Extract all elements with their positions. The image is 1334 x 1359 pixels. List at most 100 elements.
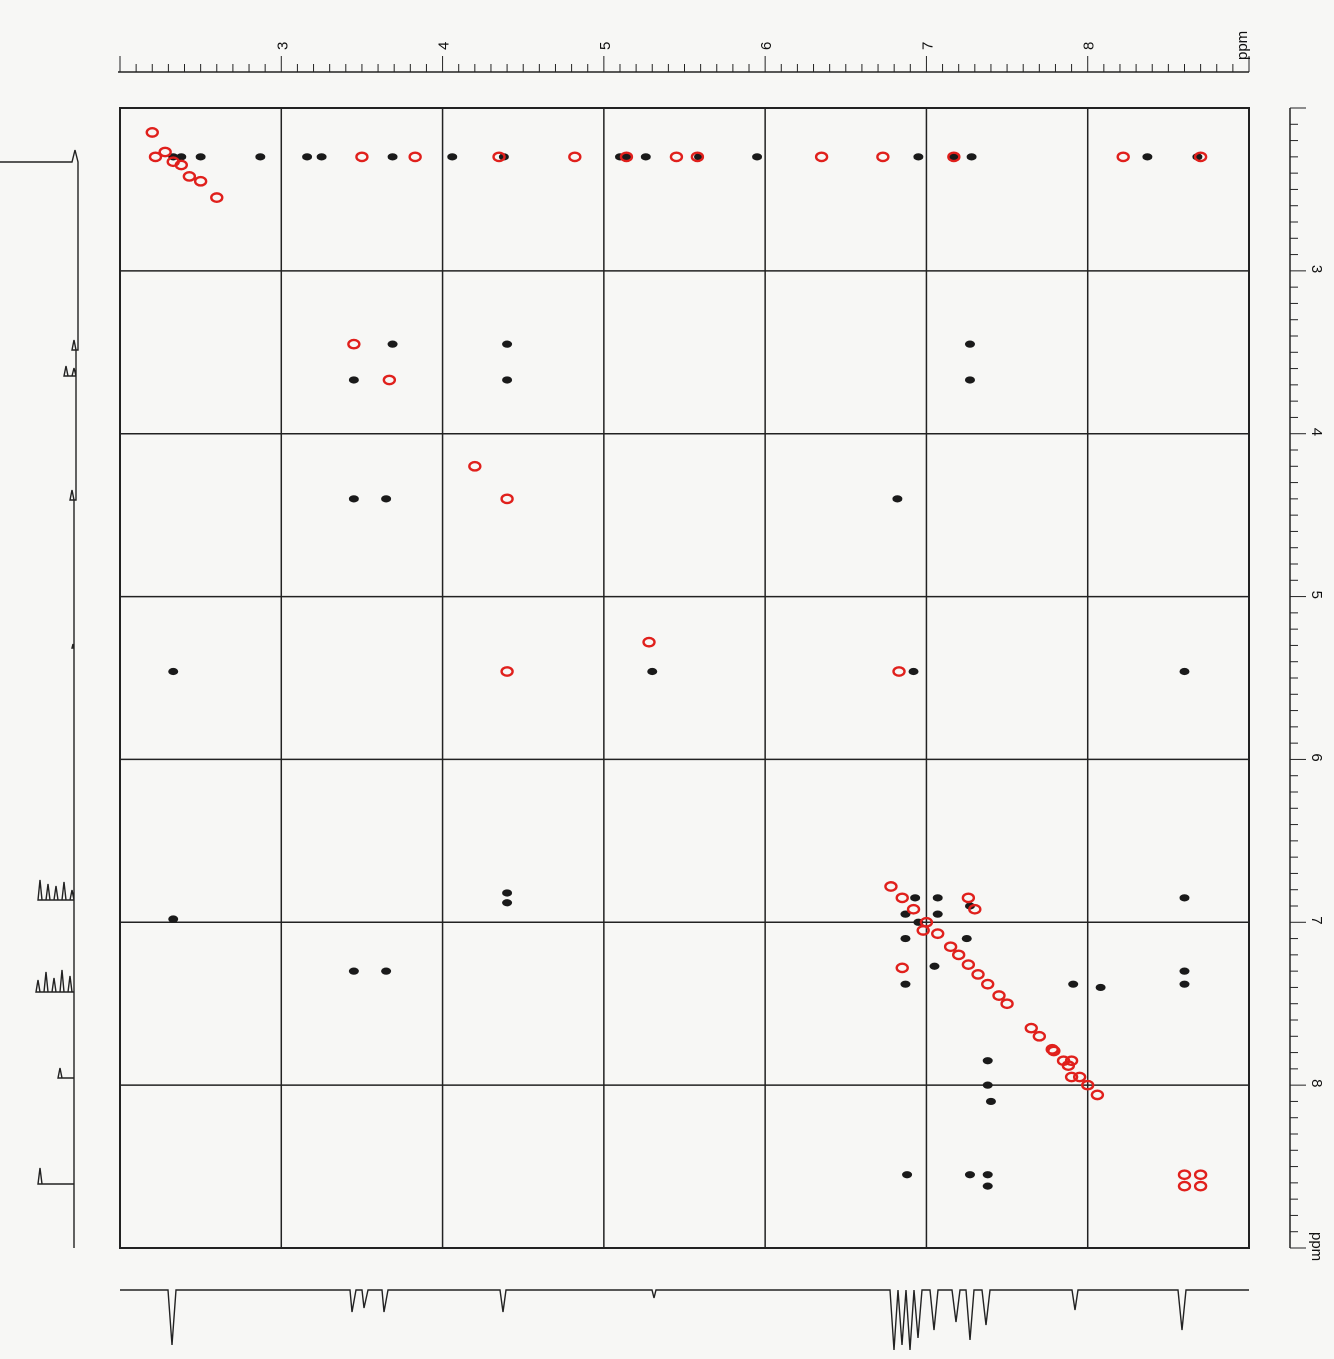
peak-positive — [447, 153, 458, 161]
peak-positive — [348, 495, 359, 503]
peak-negative — [690, 151, 705, 163]
peak-negative — [906, 903, 921, 915]
peak-positive — [982, 1081, 993, 1089]
peak-positive — [982, 1057, 993, 1065]
peak-negative — [992, 990, 1006, 1001]
peak-negative — [174, 159, 188, 171]
peak-negative — [408, 151, 422, 163]
peak-positive — [502, 899, 513, 907]
peak-negative — [895, 892, 909, 904]
peak-positive — [900, 934, 911, 943]
top-axis-labels: 3 4 5 6 7 8 — [274, 42, 1097, 50]
peak-positive — [1142, 153, 1153, 161]
peak-negative — [1064, 1071, 1079, 1083]
peak-positive — [902, 1171, 913, 1179]
peak-negative — [500, 493, 514, 505]
peak-positive — [348, 376, 359, 384]
bottom-projection-spectrum — [120, 1289, 1249, 1351]
peak-positive — [913, 153, 924, 161]
peak-negative — [895, 962, 909, 974]
peak-positive — [640, 153, 651, 161]
peak-negative — [1032, 1030, 1047, 1042]
peak-negative — [961, 959, 976, 971]
right-axis-label: 4 — [1308, 428, 1325, 436]
peak-negative — [619, 151, 634, 163]
top-axis-label: 5 — [597, 42, 614, 50]
peak-positive — [964, 376, 975, 384]
peak-negative — [947, 151, 961, 163]
peak-positive — [752, 153, 763, 161]
peak-positive — [910, 894, 921, 902]
plot-frame — [119, 107, 1250, 1249]
peak-negative — [1193, 1180, 1208, 1192]
right-axis-label: 6 — [1308, 753, 1325, 761]
top-axis-unit: ppm — [1234, 31, 1251, 60]
peak-negative — [916, 925, 930, 936]
peak-negative — [492, 151, 506, 163]
peak-negative — [500, 666, 514, 677]
peak-positive — [982, 1182, 993, 1190]
top-axis-ticks — [119, 56, 1250, 72]
peak-positive — [932, 910, 943, 918]
top-axis-label: 4 — [436, 42, 453, 50]
peak-negative — [642, 636, 656, 648]
peak-positive — [502, 889, 513, 897]
peak-positive — [982, 1171, 993, 1179]
peak-negative — [568, 151, 582, 163]
grid-lines — [120, 108, 1249, 1248]
top-axis-label: 6 — [758, 42, 775, 50]
peak-positive — [1179, 980, 1190, 988]
peak-negative — [1081, 1079, 1095, 1091]
peak-positive — [255, 153, 266, 161]
left-projection-spectrum — [0, 149, 79, 1248]
peak-negative — [951, 949, 966, 961]
peak-negative — [193, 175, 208, 187]
peak-positive — [302, 153, 313, 161]
top-axis-label: 8 — [1081, 42, 1098, 50]
peak-negative — [961, 892, 976, 904]
peak-positive — [964, 340, 975, 348]
peak-negative — [814, 151, 829, 163]
peak-negative — [382, 374, 397, 386]
peak-negative — [981, 978, 995, 990]
peak-positive — [1179, 967, 1190, 975]
peak-negative — [1193, 151, 1208, 163]
peak-negative — [1072, 1071, 1087, 1083]
peak-positive — [932, 894, 943, 902]
peak-positive — [892, 495, 903, 503]
peak-positive — [387, 153, 398, 161]
peak-negative — [1177, 1169, 1192, 1181]
peak-positive — [900, 910, 911, 918]
peak-positive — [381, 967, 392, 975]
peak-negative — [968, 903, 982, 915]
peak-positive — [948, 153, 959, 161]
peak-positive — [900, 980, 911, 988]
peak-negative — [145, 127, 159, 138]
peak-positive — [348, 967, 359, 975]
peak-positive — [964, 1171, 975, 1179]
peak-negative — [943, 941, 958, 953]
peak-positive — [502, 340, 513, 348]
peak-positive — [929, 962, 940, 970]
peak-positive — [1095, 983, 1106, 992]
peak-positive — [176, 153, 187, 161]
peak-negative — [182, 170, 197, 182]
peak-negative — [1193, 1169, 1208, 1181]
top-axis-label: 3 — [274, 42, 291, 50]
peak-negative — [876, 151, 890, 163]
peak-positive — [316, 153, 327, 161]
peak-negative — [1064, 1055, 1079, 1067]
peak-positive — [647, 667, 658, 676]
peak-negative — [931, 928, 945, 940]
right-axis-ticks — [1290, 107, 1306, 1249]
peak-negative — [1024, 1022, 1038, 1034]
right-axis-labels: 3 4 5 6 7 8 — [1308, 265, 1325, 1088]
peak-negative — [347, 338, 361, 350]
peak-positive — [168, 915, 179, 923]
peak-negative — [892, 666, 906, 677]
peak-positive — [908, 667, 919, 676]
peak-positive — [985, 1097, 996, 1106]
peak-positive — [1179, 667, 1190, 676]
peak-negative — [971, 969, 985, 980]
right-axis-label: 5 — [1308, 591, 1325, 599]
